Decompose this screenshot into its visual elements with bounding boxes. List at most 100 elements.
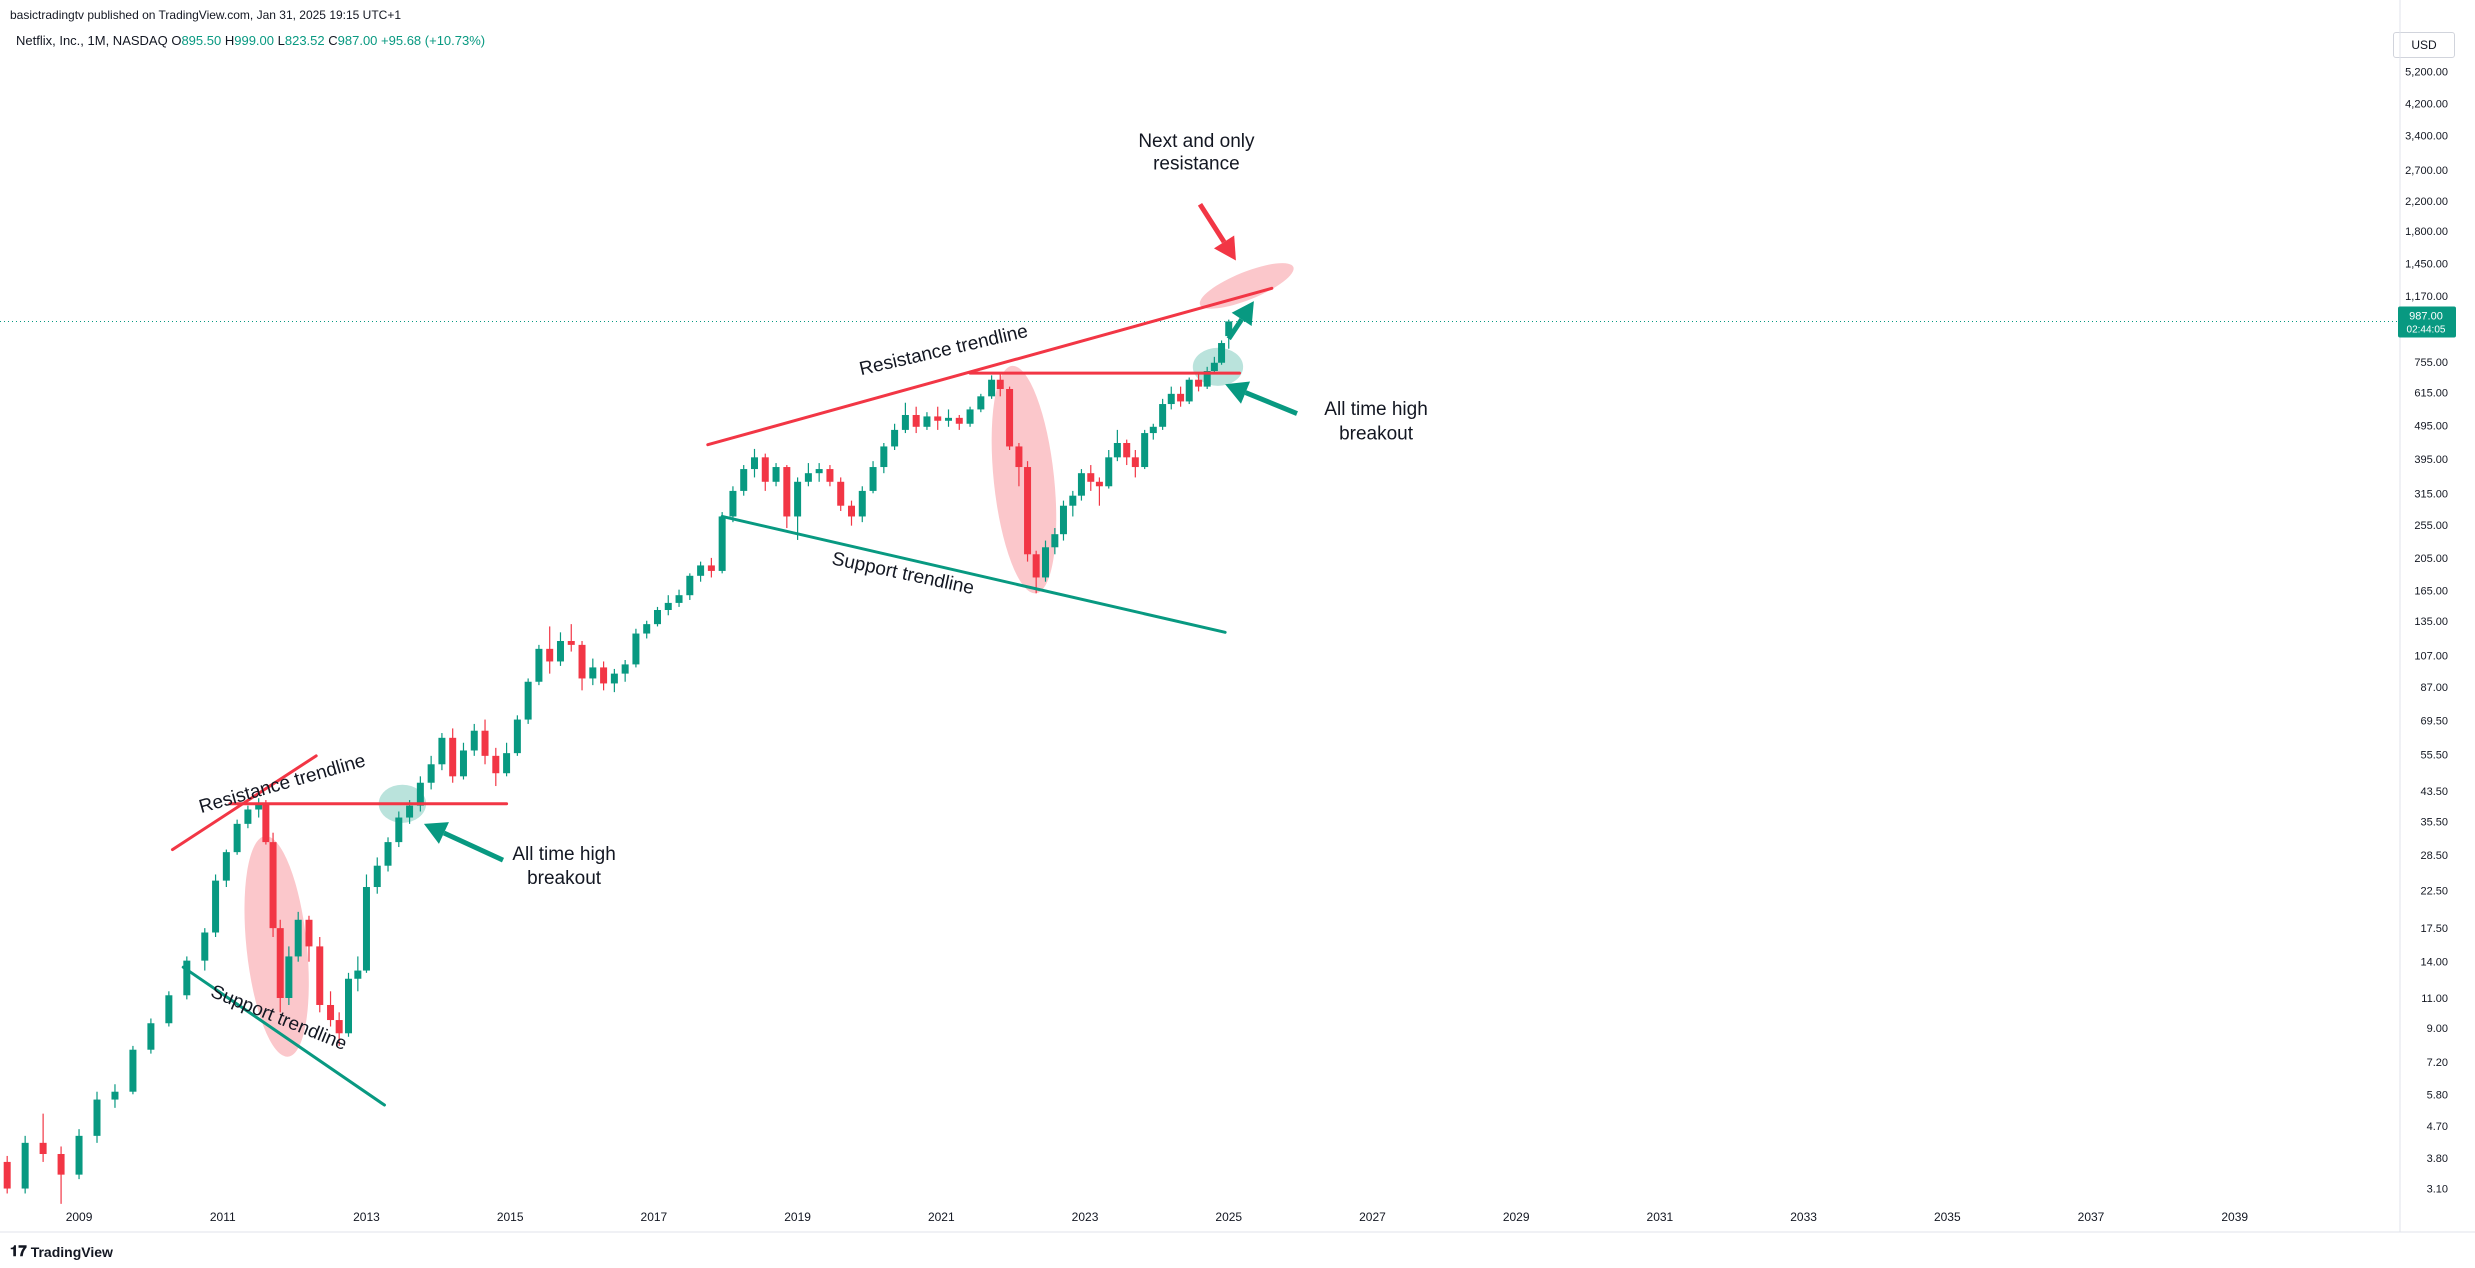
candle-body bbox=[362, 887, 370, 971]
candle-body bbox=[589, 667, 597, 679]
x-tick-label: 2009 bbox=[66, 1210, 93, 1224]
tradingview-logo[interactable]: 𝟏𝟕 TradingView bbox=[10, 1243, 113, 1260]
annotation-label: Support trendline bbox=[830, 548, 976, 599]
close-value: 987.00 bbox=[337, 33, 378, 48]
price-badge-value: 987.00 bbox=[2409, 310, 2443, 322]
candle-body bbox=[621, 664, 629, 674]
candle-body bbox=[869, 467, 877, 491]
green-arrow-head bbox=[423, 822, 449, 844]
candle-body bbox=[740, 469, 748, 491]
y-tick-label: 14.00 bbox=[2420, 957, 2448, 969]
candle-body bbox=[1069, 495, 1077, 506]
open-value: 895.50 bbox=[181, 33, 222, 48]
high-label: H bbox=[224, 33, 235, 48]
y-tick-label: 165.00 bbox=[2414, 586, 2448, 598]
candle-body bbox=[891, 429, 899, 447]
drop-zone bbox=[991, 365, 1057, 594]
y-tick-label: 135.00 bbox=[2414, 616, 2448, 628]
candle-body bbox=[1210, 362, 1218, 372]
candle-body bbox=[1167, 393, 1175, 405]
candle-body bbox=[804, 473, 812, 482]
y-tick-label: 1,450.00 bbox=[2405, 259, 2448, 271]
green-arrow-head bbox=[1225, 381, 1251, 404]
candle-body bbox=[384, 842, 392, 866]
candle-body bbox=[1113, 442, 1121, 458]
x-tick-label: 2031 bbox=[1647, 1210, 1674, 1224]
y-tick-label: 395.00 bbox=[2414, 454, 2448, 466]
candle-body bbox=[183, 960, 191, 996]
candle-body bbox=[269, 842, 277, 929]
candle-body bbox=[147, 1023, 155, 1050]
publisher-info: basictradingtv published on TradingView.… bbox=[10, 8, 402, 22]
y-tick-label: 4.70 bbox=[2427, 1121, 2448, 1133]
candle-body bbox=[416, 782, 424, 806]
y-tick-label: 2,200.00 bbox=[2405, 196, 2448, 208]
candle-body bbox=[675, 595, 683, 603]
currency-selector[interactable]: USD bbox=[2393, 32, 2455, 58]
y-tick-label: 3.10 bbox=[2427, 1184, 2448, 1196]
candle-body bbox=[1149, 426, 1157, 434]
candle-body bbox=[1051, 534, 1059, 548]
tradingview-brand: TradingView bbox=[30, 1243, 113, 1260]
candle-body bbox=[75, 1135, 83, 1175]
x-tick-label: 2029 bbox=[1503, 1210, 1530, 1224]
y-tick-label: 4,200.00 bbox=[2405, 99, 2448, 111]
candle-body bbox=[427, 764, 435, 783]
y-tick-label: 3.80 bbox=[2427, 1153, 2448, 1165]
red-arrow-head bbox=[1213, 235, 1236, 261]
annotation-label: All time high bbox=[512, 844, 616, 865]
candle-body bbox=[1015, 446, 1023, 468]
candle-body bbox=[977, 396, 985, 410]
candle-body bbox=[335, 1020, 343, 1034]
candle-body bbox=[1195, 379, 1203, 387]
candle-body bbox=[567, 640, 575, 645]
green-arrow-head bbox=[1231, 301, 1254, 327]
x-tick-label: 2035 bbox=[1934, 1210, 1961, 1224]
candle-body bbox=[1141, 433, 1149, 468]
x-tick-label: 2021 bbox=[928, 1210, 955, 1224]
candle-body bbox=[395, 817, 403, 843]
green-arrow-shaft bbox=[1244, 390, 1298, 416]
annotation-label: All time high bbox=[1324, 399, 1428, 420]
symbol-legend: Netflix, Inc., 1M, NASDAQ O895.50 H999.0… bbox=[16, 33, 485, 48]
red-arrow-shaft bbox=[1197, 202, 1227, 244]
price-badge-countdown: 02:44:05 bbox=[2407, 324, 2446, 335]
candle-body bbox=[449, 737, 457, 777]
candle-body bbox=[111, 1091, 119, 1100]
candle-body bbox=[923, 416, 931, 427]
y-tick-label: 315.00 bbox=[2414, 488, 2448, 500]
candle-body bbox=[1095, 481, 1103, 487]
x-tick-label: 2013 bbox=[353, 1210, 380, 1224]
candle-body bbox=[1032, 554, 1040, 578]
candle-body bbox=[880, 446, 888, 468]
price-badge: 987.00 02:44:05 bbox=[2398, 306, 2456, 338]
y-tick-label: 9.00 bbox=[2427, 1023, 2448, 1035]
candle-body bbox=[1131, 457, 1139, 468]
candle-body bbox=[222, 852, 230, 881]
candle-body bbox=[686, 575, 694, 596]
candle-body bbox=[772, 467, 780, 482]
y-tick-label: 5.80 bbox=[2427, 1089, 2448, 1101]
change-value: +95.68 (+10.73%) bbox=[381, 33, 486, 48]
candle-body bbox=[794, 481, 802, 517]
annotation-label: Resistance trendline bbox=[197, 750, 368, 818]
candle-body bbox=[826, 469, 834, 482]
candle-body bbox=[934, 416, 942, 421]
y-tick-label: 1,170.00 bbox=[2405, 291, 2448, 303]
y-tick-label: 5,200.00 bbox=[2405, 66, 2448, 78]
candle-body bbox=[327, 1004, 335, 1021]
candle-body bbox=[165, 995, 173, 1024]
y-tick-label: 107.00 bbox=[2414, 651, 2448, 663]
candle-body bbox=[1218, 343, 1226, 363]
candle-body bbox=[3, 1161, 11, 1189]
annotation-label: Resistance trendline bbox=[857, 321, 1029, 380]
tradingview-icon: 𝟏𝟕 bbox=[10, 1243, 27, 1260]
x-tick-label: 2027 bbox=[1359, 1210, 1386, 1224]
candle-body bbox=[1123, 442, 1131, 458]
candle-body bbox=[212, 880, 220, 933]
candle-body bbox=[1042, 547, 1050, 578]
y-tick-label: 87.00 bbox=[2420, 682, 2448, 694]
y-tick-label: 43.50 bbox=[2420, 786, 2448, 798]
y-tick-label: 3,400.00 bbox=[2405, 130, 2448, 142]
